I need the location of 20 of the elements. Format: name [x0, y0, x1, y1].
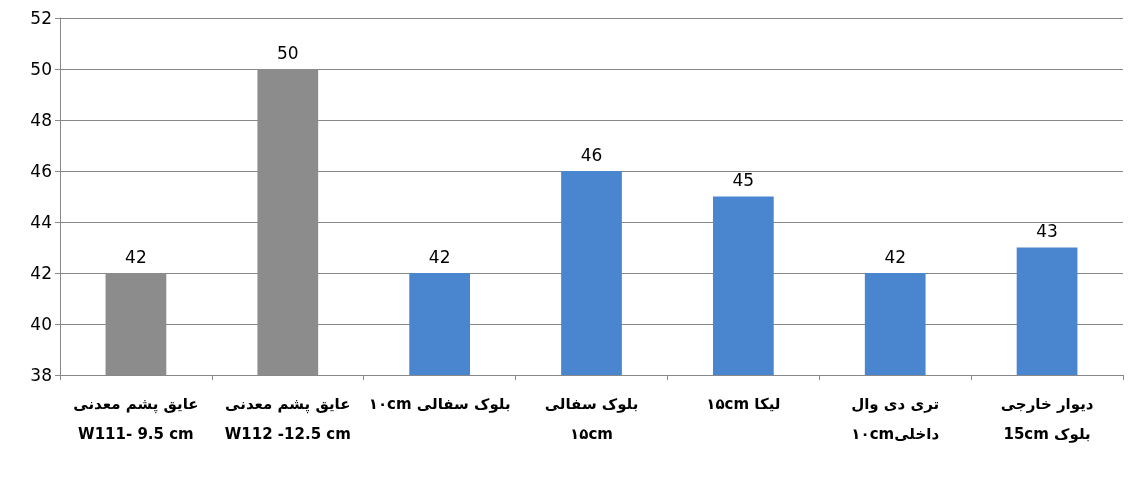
- data-label: 43: [1036, 221, 1058, 241]
- x-tick-label: تری دی وال داخلی۱۰cm: [851, 395, 940, 443]
- y-tick-label: 40: [30, 314, 52, 334]
- data-label: 46: [580, 144, 603, 165]
- y-tick-label: 42: [30, 263, 52, 283]
- y-tick-label: 46: [30, 161, 52, 181]
- y-tick-label: 52: [30, 8, 52, 28]
- x-tick-label: دیوار خارجی بلوک 15cm: [1000, 395, 1094, 443]
- data-label: 42: [125, 246, 147, 267]
- data-label: 42: [884, 246, 907, 267]
- x-tick-label: لیکا ۱۵cm: [706, 395, 781, 413]
- x-tick-label: بلوک سفالی ۱۵cm: [544, 395, 639, 443]
- y-tick-label: 48: [30, 110, 52, 130]
- x-tick-label: بلوک سفالی ۱۰cm: [368, 395, 511, 413]
- y-tick-label: 50: [30, 59, 52, 79]
- y-tick-label: 44: [30, 212, 52, 232]
- y-tick-label: 38: [30, 365, 52, 385]
- data-label: 45: [732, 170, 755, 190]
- data-label: 42: [428, 246, 451, 267]
- data-label: 50: [276, 42, 299, 63]
